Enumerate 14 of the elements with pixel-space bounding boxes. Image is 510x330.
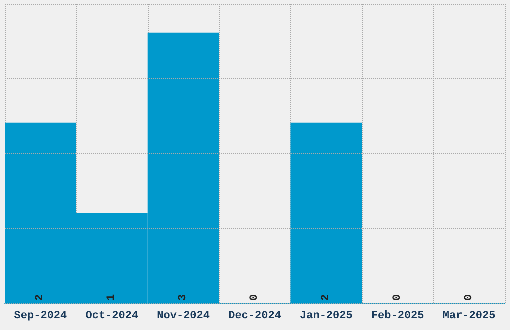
data-label: 0 xyxy=(249,294,261,301)
data-label: 3 xyxy=(178,294,190,301)
x-tick-label: Dec-2024 xyxy=(228,310,282,322)
x-tick-label: Oct-2024 xyxy=(86,310,139,322)
data-label: 0 xyxy=(392,294,404,301)
x-tick-label: Sep-2024 xyxy=(14,310,68,322)
x-tick-label: Jan-2025 xyxy=(300,310,354,322)
data-label: 1 xyxy=(106,294,118,301)
x-tick-label: Nov-2024 xyxy=(157,310,210,322)
data-label: 0 xyxy=(463,294,476,301)
x-tick-label: Feb-2025 xyxy=(371,310,425,322)
data-label: 2 xyxy=(34,294,47,301)
x-tick-label: Mar-2025 xyxy=(442,310,496,322)
data-label: 2 xyxy=(320,294,332,301)
